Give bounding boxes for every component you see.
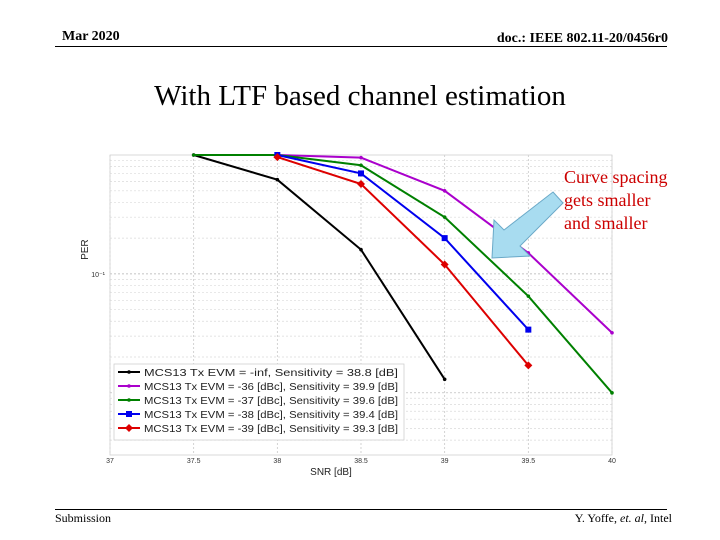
series-2-point-0 [191, 153, 196, 157]
footer-author-org: , Intel [644, 511, 672, 525]
series-3-point-2 [441, 235, 448, 242]
annotation-line-3: and smaller [564, 213, 648, 233]
x-tick-label-5: 39.5 [522, 458, 536, 465]
series-1-point-5 [610, 330, 614, 335]
series-line-3 [277, 154, 530, 331]
annotation-arrow-shape [491, 191, 564, 259]
footer-submission: Submission [55, 511, 112, 525]
series-4-point-2 [440, 260, 449, 269]
annotation-text: Curve spacing gets smaller and smaller [564, 166, 704, 235]
footer-author-name: Y. Yoffe, [574, 511, 620, 525]
footer-author: Y. Yoffe, et. al, Intel [575, 511, 672, 526]
plot-frame [109, 154, 613, 456]
header-date: Mar 2020 [62, 29, 120, 44]
chart-legend: MCS13 Tx EVM = -inf, Sensitivity = 38.8 … [113, 363, 405, 441]
series-line-0 [193, 154, 446, 380]
slide-title: With LTF based channel estimation [154, 80, 566, 112]
series-1-point-2 [359, 155, 363, 160]
x-tick-label-6: 40 [608, 458, 616, 465]
legend-marker-3 [126, 411, 132, 417]
annotation-arrow [491, 191, 564, 259]
y-tick-label-0: 10⁻¹ [91, 272, 105, 279]
footer-divider [55, 509, 667, 510]
x-tick-label-3: 38.5 [354, 458, 368, 465]
annotation-line-2: gets smaller [564, 190, 651, 210]
series-4-point-1 [357, 180, 365, 189]
y-axis-label: PER [80, 239, 91, 260]
legend-label-3: MCS13 Tx EVM = -38 [dBc], Sensitivity = … [144, 410, 398, 421]
series-4-point-3 [524, 361, 533, 370]
series-4-point-0 [273, 153, 282, 162]
legend-marker-4 [125, 424, 133, 432]
series-0-point-3 [442, 377, 447, 382]
legend-marker-1 [127, 384, 131, 388]
series-3-point-1 [358, 170, 364, 177]
legend-label-4: MCS13 Tx EVM = -39 [dBc], Sensitivity = … [144, 424, 398, 435]
annotation-line-1: Curve spacing [564, 167, 668, 187]
series-2-point-5 [610, 391, 614, 395]
x-tick-label-1: 37.5 [187, 458, 201, 465]
series-3-point-3 [525, 326, 532, 333]
legend-box [113, 363, 405, 441]
chart-axes: 37 37.5 38 38.5 39 39.5 40 10⁻¹ SNR [dB] PER [80, 154, 616, 478]
legend-label-0: MCS13 Tx EVM = -inf, Sensitivity = 38.8 … [144, 368, 398, 379]
header-doc-id: doc.: IEEE 802.11-20/0456r0 [496, 31, 668, 46]
legend-label-2: MCS13 Tx EVM = -37 [dBc], Sensitivity = … [144, 396, 398, 407]
series-line-2 [193, 154, 613, 394]
series-1-point-3 [442, 188, 447, 193]
series-2-point-2 [359, 163, 363, 168]
x-tick-label-2: 38 [273, 458, 281, 465]
x-axis-label: SNR [dB] [310, 467, 352, 478]
legend-label-1: MCS13 Tx EVM = -36 [dBc], Sensitivity = … [144, 382, 398, 393]
chart-series [191, 152, 614, 395]
footer-author-etal: et. al [620, 511, 644, 525]
series-0-point-1 [275, 177, 280, 182]
series-2-point-3 [442, 215, 447, 219]
series-0-point-2 [359, 247, 363, 252]
series-line-4 [277, 156, 530, 367]
header-divider [55, 46, 667, 47]
series-2-point-4 [526, 294, 531, 298]
x-tick-label-0: 37 [106, 458, 114, 465]
x-tick-label-4: 39 [441, 458, 449, 465]
legend-marker-0 [127, 370, 131, 374]
legend-marker-2 [127, 398, 131, 402]
